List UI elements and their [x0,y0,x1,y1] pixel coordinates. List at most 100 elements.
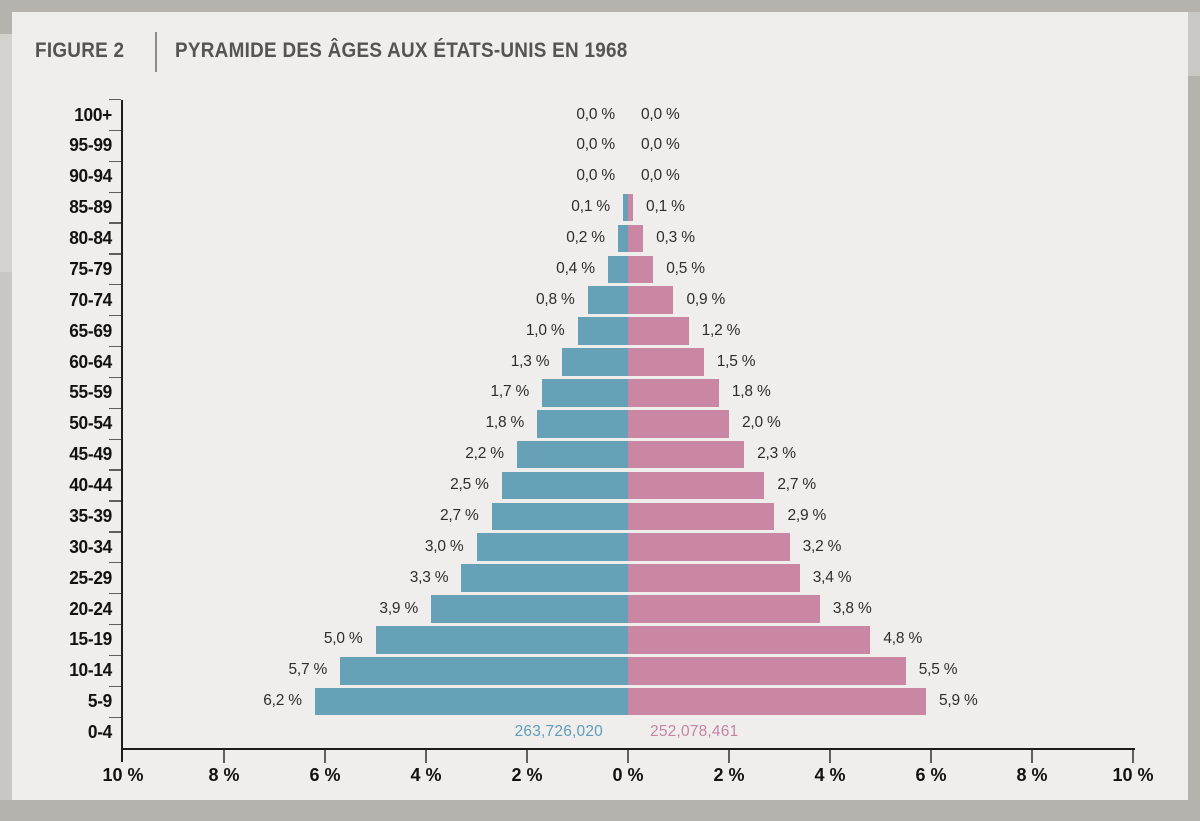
y-axis-tick [108,284,121,286]
bar-right [628,286,674,314]
bar-value-right: 2,7 % [777,476,816,494]
bar-right [628,348,704,376]
bar-value-left: 0,2 % [566,229,605,247]
bar-value-left: 0,8 % [535,290,575,308]
y-axis-tick [108,654,121,657]
bar-value-right: 5,5 % [918,661,958,679]
x-axis-tick-label: 2 % [713,764,745,785]
bar-left [340,656,628,685]
bar-value-right: 2,9 % [787,506,827,524]
y-axis-tick [108,129,121,132]
bar-left [516,440,628,469]
figure-panel: FIGURE 2 PYRAMIDE DES ÂGES AUX ÉTATS-UNI… [12,12,1188,800]
bar-left [577,317,628,345]
y-axis-tick [108,500,121,502]
bar-value-left: 0,0 % [576,105,615,123]
age-group-label: 15-19 [69,629,112,650]
age-group-label: 55-59 [69,382,112,403]
bar-value-left: 3,3 % [409,568,449,586]
bar-right [628,626,871,654]
y-axis-tick [108,376,121,379]
bar-right [628,595,820,623]
bar-value-left: 3,9 % [379,599,419,617]
x-axis-tick-label: 10 % [102,764,144,785]
y-axis-tick [108,315,121,317]
bar-left [587,286,628,314]
bar-right [628,317,689,345]
age-group-label: 35-39 [69,505,112,526]
y-axis-tick [108,685,121,687]
page-margin-strip-top [0,34,12,272]
bar-value-right: 5,9 % [938,692,978,710]
bar-value-left: 3,0 % [424,537,464,555]
y-axis-tick [108,531,121,533]
bar-left [537,409,628,438]
age-group-label: 20-24 [69,598,112,619]
bar-left [607,255,628,284]
bar-value-right: 1,8 % [731,383,771,401]
bar-right [628,193,634,222]
header-divider [155,32,157,72]
bar-value-left: 2,7 % [440,506,479,524]
bar-value-right: 1,5 % [716,352,756,370]
x-axis-tick [324,750,326,764]
bar-left [461,564,628,592]
bar-right [628,687,926,716]
x-axis-tick-label: 4 % [410,764,442,785]
x-axis-tick [223,750,225,764]
y-axis-tick [108,345,121,348]
bar-value-left: 1,8 % [485,414,525,432]
bar-value-right: 0,1 % [646,198,685,216]
bar-value-right: 2,0 % [742,414,781,432]
bar-value-left: 6,2 % [263,692,302,710]
population-total-left: 263,726,020 [514,723,603,741]
bar-left [314,687,628,716]
bar-value-right: 0,9 % [686,290,726,308]
x-axis-tick [930,750,932,764]
bar-value-right: 0,5 % [666,259,705,277]
age-group-label: 80-84 [69,228,112,249]
bar-value-right: 3,2 % [802,537,842,555]
x-axis-tick-label: 8 % [208,764,240,785]
x-axis-tick-label: 10 % [1112,764,1154,785]
y-axis-tick [108,191,121,193]
bar-value-left: 0,4 % [556,259,595,277]
bar-value-left: 5,7 % [288,661,328,679]
bar-value-left: 0,0 % [576,167,615,185]
x-axis-line [120,747,1135,751]
bar-value-right: 0,0 % [641,167,680,185]
y-axis-tick [108,438,121,440]
age-group-label: 60-64 [69,351,112,372]
bar-right [628,379,719,407]
bar-value-right: 0,3 % [656,229,695,247]
age-group-label: 0-4 [87,722,112,743]
age-group-label: 70-74 [69,289,112,310]
y-axis-tick [108,222,121,224]
bar-value-right: 1,2 % [701,321,741,339]
bar-value-left: 2,2 % [465,445,504,463]
bar-left [501,471,628,500]
age-group-label: 65-69 [69,320,112,341]
age-group-label: 40-44 [69,475,112,496]
x-axis-tick [1132,750,1134,764]
x-axis-tick [728,750,730,764]
bar-left [542,379,628,407]
bar-left [617,224,628,253]
bar-right [628,502,775,531]
bar-value-right: 0,0 % [641,105,680,123]
bar-value-left: 0,1 % [571,198,610,216]
bar-value-left: 1,7 % [490,383,530,401]
y-axis-tick [108,253,121,255]
bar-right [628,440,745,469]
age-group-label: 95-99 [69,135,112,156]
bar-left [562,348,628,376]
bar-right [628,224,644,253]
y-axis-line [120,99,124,763]
bar-left [622,193,628,222]
figure-label: FIGURE 2 [35,39,125,62]
bar-value-left: 1,3 % [510,352,550,370]
age-group-label: 5-9 [87,691,112,712]
x-axis-tick [1031,750,1033,764]
bar-right [628,409,729,438]
figure-title: PYRAMIDE DES ÂGES AUX ÉTATS-UNIS EN 1968 [175,39,628,62]
